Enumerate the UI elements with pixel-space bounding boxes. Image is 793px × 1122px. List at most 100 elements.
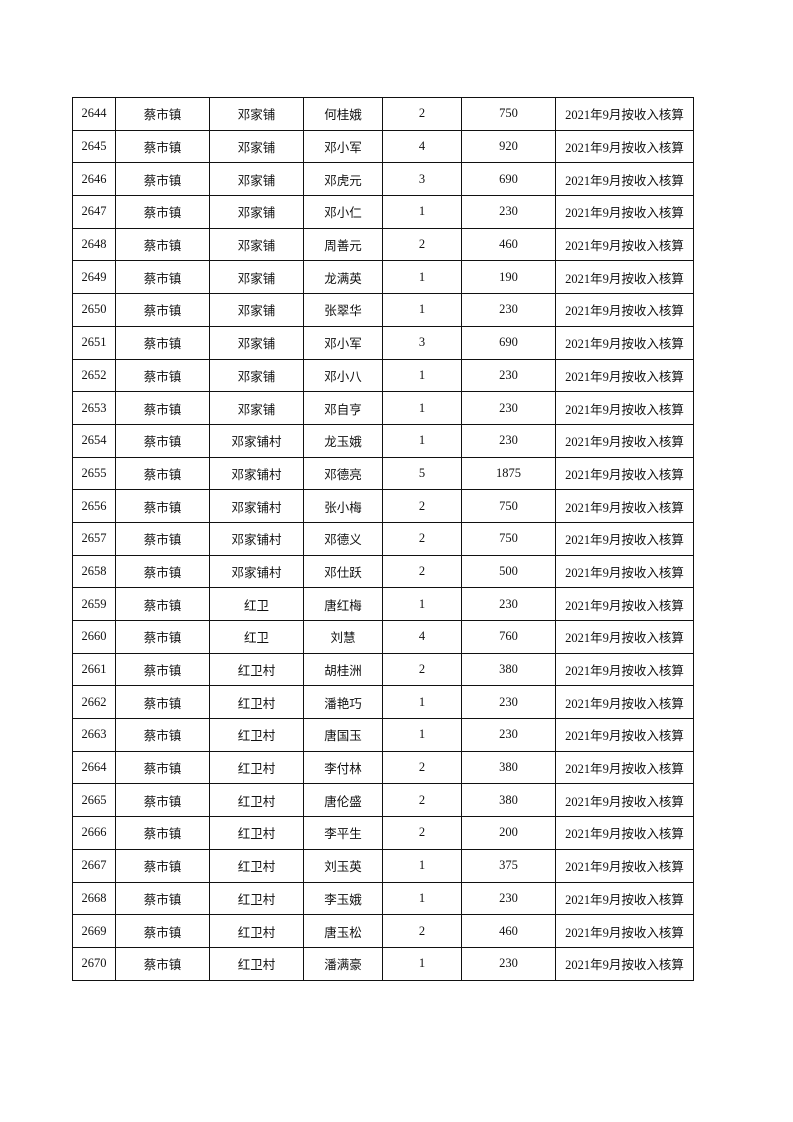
town-cell: 蔡市镇 <box>115 652 210 687</box>
name-cell: 龙玉娥 <box>303 423 383 458</box>
table-row: 2655 蔡市镇 邓家铺村 邓德亮 5 1875 2021年9月按收入核算 <box>72 456 694 491</box>
table-row: 2658 蔡市镇 邓家铺村 邓仕跃 2 500 2021年9月按收入核算 <box>72 554 694 589</box>
name-cell: 刘慧 <box>303 620 383 654</box>
village-cell: 邓家铺 <box>209 227 304 262</box>
village-cell: 红卫村 <box>209 652 304 687</box>
name-cell: 邓自亨 <box>303 391 383 425</box>
household-size-cell: 5 <box>382 456 462 491</box>
row-number-cell: 2652 <box>72 358 116 393</box>
town-cell: 蔡市镇 <box>115 358 210 393</box>
row-number-cell: 2660 <box>72 620 116 654</box>
amount-cell: 230 <box>461 587 556 621</box>
note-cell: 2021年9月按收入核算 <box>555 456 694 491</box>
table-row: 2654 蔡市镇 邓家铺村 龙玉娥 1 230 2021年9月按收入核算 <box>72 423 694 458</box>
name-cell: 潘满豪 <box>303 946 383 981</box>
town-cell: 蔡市镇 <box>115 162 210 197</box>
row-number-cell: 2644 <box>72 97 116 131</box>
household-size-cell: 1 <box>382 946 462 981</box>
table-row: 2653 蔡市镇 邓家铺 邓自亨 1 230 2021年9月按收入核算 <box>72 391 694 425</box>
town-cell: 蔡市镇 <box>115 718 210 752</box>
row-number-cell: 2668 <box>72 881 116 916</box>
row-number-cell: 2664 <box>72 750 116 785</box>
village-cell: 邓家铺村 <box>209 521 304 556</box>
note-cell: 2021年9月按收入核算 <box>555 554 694 589</box>
note-cell: 2021年9月按收入核算 <box>555 97 694 131</box>
amount-cell: 460 <box>461 914 556 948</box>
note-cell: 2021年9月按收入核算 <box>555 652 694 687</box>
village-cell: 红卫村 <box>209 816 304 850</box>
name-cell: 邓德亮 <box>303 456 383 491</box>
village-cell: 红卫 <box>209 620 304 654</box>
row-number-cell: 2656 <box>72 489 116 523</box>
row-number-cell: 2667 <box>72 848 116 883</box>
note-cell: 2021年9月按收入核算 <box>555 750 694 785</box>
row-number-cell: 2665 <box>72 783 116 818</box>
village-cell: 邓家铺村 <box>209 456 304 491</box>
amount-cell: 230 <box>461 718 556 752</box>
row-number-cell: 2654 <box>72 423 116 458</box>
name-cell: 张翠华 <box>303 293 383 327</box>
village-cell: 红卫村 <box>209 718 304 752</box>
note-cell: 2021年9月按收入核算 <box>555 620 694 654</box>
amount-cell: 460 <box>461 227 556 262</box>
note-cell: 2021年9月按收入核算 <box>555 358 694 393</box>
note-cell: 2021年9月按收入核算 <box>555 587 694 621</box>
amount-cell: 1875 <box>461 456 556 491</box>
table-row: 2659 蔡市镇 红卫 唐红梅 1 230 2021年9月按收入核算 <box>72 587 694 621</box>
town-cell: 蔡市镇 <box>115 554 210 589</box>
town-cell: 蔡市镇 <box>115 456 210 491</box>
name-cell: 胡桂洲 <box>303 652 383 687</box>
name-cell: 周善元 <box>303 227 383 262</box>
table-row: 2644 蔡市镇 邓家铺 何桂娥 2 750 2021年9月按收入核算 <box>72 97 694 131</box>
records-table-body: 2644 蔡市镇 邓家铺 何桂娥 2 750 2021年9月按收入核算 2645 蔡市镇 邓家铺邓… <box>72 97 694 981</box>
row-number-cell: 2653 <box>72 391 116 425</box>
town-cell: 蔡市镇 <box>115 587 210 621</box>
name-cell: 刘玉英 <box>303 848 383 883</box>
table-row: 2646 蔡市镇 邓家铺 邓虎元 3 690 2021年9月按收入核算 <box>72 162 694 197</box>
household-size-cell: 2 <box>382 227 462 262</box>
town-cell: 蔡市镇 <box>115 783 210 818</box>
note-cell: 2021年9月按收入核算 <box>555 423 694 458</box>
household-size-cell: 1 <box>382 358 462 393</box>
household-size-cell: 2 <box>382 816 462 850</box>
note-cell: 2021年9月按收入核算 <box>555 718 694 752</box>
amount-cell: 230 <box>461 358 556 393</box>
village-cell: 红卫村 <box>209 848 304 883</box>
town-cell: 蔡市镇 <box>115 685 210 720</box>
household-size-cell: 1 <box>382 587 462 621</box>
row-number-cell: 2662 <box>72 685 116 720</box>
table-row: 2650 蔡市镇 邓家铺 张翠华 1 230 2021年9月按收入核算 <box>72 293 694 327</box>
amount-cell: 200 <box>461 816 556 850</box>
household-size-cell: 2 <box>382 554 462 589</box>
table-row: 2656 蔡市镇 邓家铺村 张小梅 2 750 2021年9月按收入核算 <box>72 489 694 523</box>
household-size-cell: 4 <box>382 620 462 654</box>
table-row: 2647 蔡市镇 邓家铺 邓小仁 1 230 2021年9月按收入核算 <box>72 195 694 229</box>
village-cell: 邓家铺村 <box>209 423 304 458</box>
note-cell: 2021年9月按收入核算 <box>555 881 694 916</box>
name-cell: 唐玉松 <box>303 914 383 948</box>
row-number-cell: 2663 <box>72 718 116 752</box>
household-size-cell: 2 <box>382 97 462 131</box>
household-size-cell: 2 <box>382 521 462 556</box>
town-cell: 蔡市镇 <box>115 423 210 458</box>
household-size-cell: 3 <box>382 325 462 360</box>
table-row: 2666 蔡市镇 红卫村 李平生 2 200 2021年9月按收入核算 <box>72 816 694 850</box>
row-number-cell: 2646 <box>72 162 116 197</box>
note-cell: 2021年9月按收入核算 <box>555 914 694 948</box>
amount-cell: 690 <box>461 325 556 360</box>
village-cell: 邓家铺 <box>209 391 304 425</box>
household-size-cell: 1 <box>382 195 462 229</box>
name-cell: 唐国玉 <box>303 718 383 752</box>
row-number-cell: 2648 <box>72 227 116 262</box>
town-cell: 蔡市镇 <box>115 129 210 164</box>
amount-cell: 230 <box>461 423 556 458</box>
note-cell: 2021年9月按收入核算 <box>555 325 694 360</box>
household-size-cell: 2 <box>382 914 462 948</box>
row-number-cell: 2669 <box>72 914 116 948</box>
village-cell: 邓家铺 <box>209 129 304 164</box>
note-cell: 2021年9月按收入核算 <box>555 129 694 164</box>
household-size-cell: 2 <box>382 750 462 785</box>
row-number-cell: 2661 <box>72 652 116 687</box>
town-cell: 蔡市镇 <box>115 881 210 916</box>
table-row: 2664 蔡市镇 红卫村 李付林 2 380 2021年9月按收入核算 <box>72 750 694 785</box>
